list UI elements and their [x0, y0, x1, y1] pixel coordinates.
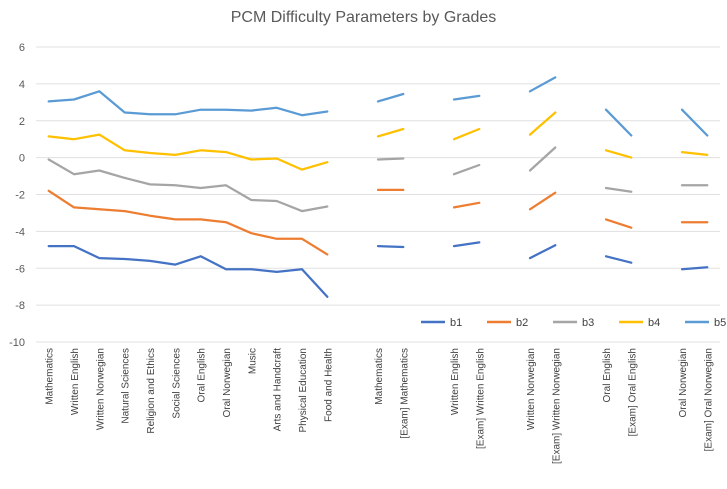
series-line-segment: [47, 133, 329, 171]
series-line-segment: [452, 201, 481, 209]
series-line-segment: [452, 163, 481, 176]
legend-item-b3[interactable]: b3: [553, 317, 594, 329]
x-tick-label: Oral Norwegian: [678, 348, 689, 417]
y-tick-label: 0: [19, 153, 25, 165]
legend-label: b5: [714, 317, 726, 329]
legend-label: b3: [582, 317, 594, 329]
legend-item-b2[interactable]: b2: [487, 317, 528, 329]
x-tick-label: Written Norwegian: [95, 348, 106, 430]
series-line-segment: [680, 108, 709, 137]
x-tick-label: Oral English: [197, 348, 208, 402]
series-line-segment: [528, 111, 557, 136]
x-tick-label: Written English: [70, 348, 81, 415]
legend-label: b2: [516, 317, 528, 329]
series-line-segment: [376, 92, 405, 103]
x-tick-label: Arts and Handcraft: [273, 348, 284, 432]
series-line-segment: [528, 76, 557, 93]
y-tick-label: 6: [19, 42, 25, 54]
x-tick-label: Oral English: [602, 348, 613, 402]
y-tick-label: -2: [15, 190, 25, 202]
series-line-segment: [47, 90, 329, 117]
series-b4: [47, 111, 709, 171]
x-tick-label: Social Sciences: [171, 348, 182, 419]
x-tick-label: Music: [247, 348, 258, 374]
series-line-segment: [452, 94, 481, 101]
x-tick-label: Written English: [450, 348, 461, 415]
series-line-segment: [452, 127, 481, 141]
series-line-segment: [376, 127, 405, 138]
series-line-segment: [376, 157, 405, 161]
series-b1: [47, 241, 709, 298]
y-tick-label: -10: [9, 337, 25, 349]
x-tick-label: Natural Sciences: [121, 348, 132, 424]
series-b5: [47, 76, 709, 137]
y-tick-label: -8: [15, 300, 25, 312]
gridlines: [36, 46, 720, 343]
series-line-segment: [604, 108, 633, 137]
legend[interactable]: b1 b2 b3 b4 b5: [421, 317, 726, 329]
chart-title: PCM Difficulty Parameters by Grades: [230, 9, 497, 26]
x-tick-label: Written Norwegian: [526, 348, 537, 430]
series-line-segment: [47, 189, 329, 256]
x-tick-label: [Exam] Mathematics: [399, 348, 410, 439]
x-tick-label: [Exam] Written Norwegian: [551, 348, 562, 464]
series-lines: [47, 76, 709, 298]
y-tick-label: 2: [19, 116, 25, 128]
series-line-segment: [452, 241, 481, 248]
series-line-segment: [604, 149, 633, 159]
series-line-segment: [528, 244, 557, 260]
x-tick-label: [Exam] Oral English: [627, 348, 638, 436]
legend-label: b1: [450, 317, 462, 329]
y-tick-label: -6: [15, 263, 25, 275]
series-b3: [47, 146, 709, 213]
series-line-segment: [528, 146, 557, 172]
y-tick-label: 4: [19, 79, 25, 91]
x-tick-label: [Exam] Written English: [475, 348, 486, 449]
legend-item-b4[interactable]: b4: [619, 317, 660, 329]
x-axis-ticks: Mathematics Written English Written Norweg…: [45, 348, 715, 464]
x-tick-label: Food and Health: [323, 348, 334, 422]
x-tick-label: Mathematics: [45, 348, 56, 405]
series-line-segment: [47, 158, 329, 213]
x-tick-label: Mathematics: [374, 348, 385, 405]
y-axis-ticks: 6 4 2 0 -2 -4 -6 -8 -10: [9, 42, 25, 349]
series-line-segment: [604, 255, 633, 264]
x-tick-label: [Exam] Oral Norwegian: [703, 348, 714, 451]
series-line-segment: [528, 191, 557, 211]
series-line-segment: [604, 218, 633, 229]
y-tick-label: -4: [15, 226, 25, 238]
series-line-segment: [680, 266, 709, 271]
series-line-segment: [47, 244, 329, 298]
x-tick-label: Religion and Ethics: [146, 348, 157, 434]
series-line-segment: [680, 150, 709, 157]
series-line-segment: [604, 186, 633, 193]
series-b2: [47, 188, 709, 256]
legend-item-b5[interactable]: b5: [685, 317, 726, 329]
legend-item-b1[interactable]: b1: [421, 317, 462, 329]
series-line-segment: [376, 244, 405, 249]
legend-label: b4: [648, 317, 660, 329]
x-tick-label: Physical Education: [298, 348, 309, 433]
x-tick-label: Oral Norwegian: [222, 348, 233, 417]
